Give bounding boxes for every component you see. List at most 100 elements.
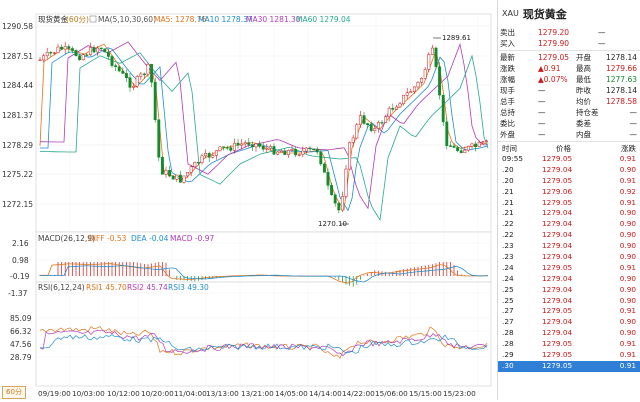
candle-body — [186, 172, 190, 177]
tick-change: 0.90 — [619, 273, 636, 283]
candle-body — [466, 145, 470, 151]
candle-body — [247, 142, 251, 145]
x-label: 14/22:00 — [342, 389, 375, 398]
stat-row: 委比 — 委差 — — [498, 118, 640, 129]
y-tick: 1287.51 — [2, 52, 33, 61]
candle-body — [430, 47, 434, 55]
tick-time: .20 — [502, 164, 514, 174]
stat-value: 1279.05 — [538, 53, 570, 62]
tick-row: .25 1279.04 0.90 — [498, 296, 640, 307]
bid-label: 买入 — [500, 39, 515, 48]
candle-body — [204, 153, 208, 157]
candle-body — [164, 169, 168, 175]
candle-body — [304, 147, 308, 152]
tick-change: 0.90 — [619, 164, 636, 174]
symbol-name: 现货黄金 — [522, 7, 567, 21]
macd-label: MACD(26,12,9) — [38, 234, 95, 243]
candle-body — [45, 52, 49, 57]
stat-value: — — [538, 97, 546, 106]
candle-body — [258, 143, 262, 147]
stat-label: 持仓差 — [576, 108, 599, 117]
tick-change: 0.90 — [619, 230, 636, 240]
tick-price: 1279.04 — [542, 219, 573, 229]
tick-price: 1279.04 — [542, 252, 573, 262]
period-button[interactable]: 60分 — [2, 386, 26, 399]
macd-dea: DEA -0.04 — [131, 234, 169, 243]
stat-label: 委比 — [500, 119, 515, 128]
chart-area[interactable]: 1290.58 1287.51 1284.44 1281.37 1278.29 … — [0, 0, 497, 400]
candle-body — [157, 119, 161, 158]
stat-row: 最新 1279.05 开盘 1278.14 — [498, 52, 640, 63]
tick-header-change: 涨跌 — [621, 144, 636, 153]
stat-value: — — [629, 119, 638, 128]
candle-body — [128, 77, 132, 88]
candle-body — [366, 123, 370, 126]
candle-body — [106, 51, 110, 57]
tick-change: 0.91 — [619, 154, 636, 163]
candle-body — [243, 142, 247, 145]
rsi-line — [39, 329, 488, 357]
candle-body — [477, 142, 481, 148]
stat-value: — — [538, 130, 546, 139]
candle-body — [229, 147, 233, 151]
macd-y-tick: 0.98 — [12, 256, 29, 265]
tick-change: 0.91 — [619, 262, 636, 272]
candle-body — [409, 91, 413, 93]
tick-time: .28 — [502, 339, 514, 349]
candle-body — [168, 169, 172, 177]
tick-time: .20 — [502, 175, 514, 185]
candle-body — [330, 185, 334, 196]
tick-price: 1279.04 — [542, 284, 573, 294]
tick-time: .30 — [502, 360, 514, 370]
candle-body — [474, 143, 478, 148]
candle-body — [405, 92, 409, 96]
stat-value: — — [538, 86, 546, 95]
candle-body — [391, 107, 395, 110]
candle-body — [362, 115, 366, 124]
settings-icon[interactable] — [89, 15, 97, 23]
candle-body — [294, 149, 298, 156]
tick-time: .23 — [502, 252, 514, 262]
tick-row: .21 1279.06 0.92 — [498, 187, 640, 198]
stat-value: ▲0.91 — [538, 64, 561, 73]
macd-y-tick: -1.37 — [8, 289, 28, 298]
tick-row: .27 1279.05 0.91 — [498, 306, 640, 317]
candle-body — [452, 145, 456, 148]
candle-body — [207, 153, 211, 158]
kline-chart[interactable]: 1290.58 1287.51 1284.44 1281.37 1278.29 … — [0, 0, 497, 400]
ask-label: 卖出 — [500, 28, 515, 37]
ask-row: 卖出 1279.20 — — [498, 27, 640, 38]
macd-y-tick: -0.19 — [10, 272, 30, 281]
candle-body — [376, 122, 380, 129]
tick-row: .28 1279.04 0.90 — [498, 328, 640, 339]
tick-price: 1279.04 — [542, 230, 573, 240]
candle-body — [326, 172, 330, 186]
candle-body — [153, 81, 157, 120]
candle-body — [142, 73, 146, 75]
candle-body — [60, 46, 64, 50]
ma60-value: MA60 1279.04 — [296, 15, 351, 24]
candle-body — [286, 150, 290, 155]
candle-body — [438, 66, 442, 96]
rsi1-value: RSI1 45.70 — [86, 283, 127, 292]
x-label: 15/23:00 — [443, 389, 476, 398]
tick-row: .23 1279.04 0.90 — [498, 241, 640, 252]
candle-body — [232, 142, 236, 151]
candle-body — [146, 64, 150, 75]
x-label: 11/04:00 — [174, 389, 207, 398]
candle-body — [373, 128, 377, 131]
tick-row: .22 1279.04 0.90 — [498, 219, 640, 230]
tick-list[interactable]: 09:55 1279.05 0.91 .20 1279.04 0.90 .20 1279.05… — [498, 154, 640, 372]
ask-volume: — — [598, 28, 606, 37]
candle-body — [240, 143, 244, 146]
stat-value: ▲0.07% — [538, 75, 568, 84]
tick-time: .21 — [502, 197, 514, 207]
stat-label: 总持 — [500, 108, 515, 117]
tick-change: 0.91 — [619, 175, 636, 185]
tick-row: .23 1279.04 0.90 — [498, 252, 640, 263]
candle-body — [348, 142, 352, 170]
tick-price: 1279.05 — [542, 360, 573, 370]
tick-time: .21 — [502, 208, 514, 218]
candle-body — [420, 78, 424, 83]
tick-change: 0.90 — [619, 219, 636, 229]
